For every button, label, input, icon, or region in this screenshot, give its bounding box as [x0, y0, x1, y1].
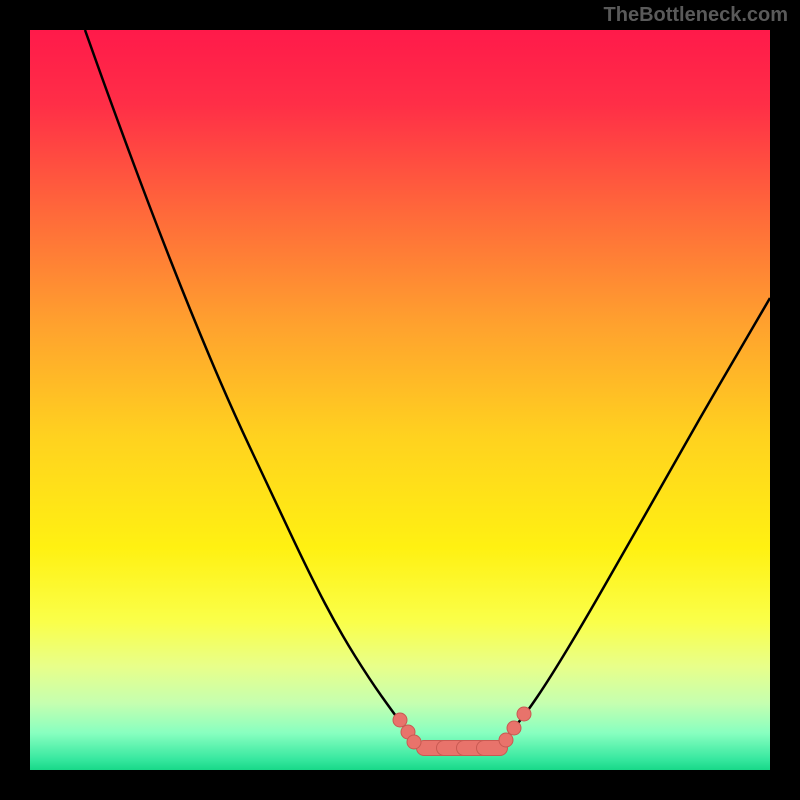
chart-svg [30, 30, 770, 770]
bottleneck-chart [30, 30, 770, 770]
curve-marker-point [407, 735, 421, 749]
curve-marker-point [499, 733, 513, 747]
watermark-text: TheBottleneck.com [604, 4, 788, 27]
curve-marker-point [393, 713, 407, 727]
curve-marker-point [507, 721, 521, 735]
curve-marker-point [517, 707, 531, 721]
chart-background [30, 30, 770, 770]
